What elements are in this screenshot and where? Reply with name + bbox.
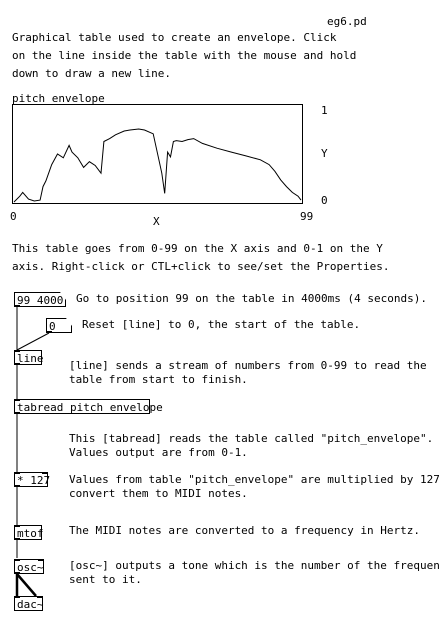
table-name-label: pitch_envelope (12, 92, 105, 105)
x-axis-left-label: 0 (10, 210, 17, 223)
window-filename: eg6.pd (327, 15, 367, 28)
comment-tabread-1: This [tabread] reads the table called "p… (69, 432, 434, 445)
inlet-right[interactable] (37, 596, 43, 598)
y-axis-top-label: 1 (321, 104, 328, 117)
y-axis-label: Y (321, 147, 328, 160)
obj-dac[interactable]: dac~ (14, 596, 44, 611)
table-note-line-2: axis. Right-click or CTL+click to see/se… (12, 260, 390, 273)
outlet[interactable] (14, 572, 20, 574)
outlet[interactable] (14, 538, 20, 540)
comment-mul-1: Values from table "pitch_envelope" are m… (69, 473, 439, 486)
comment-mtof: The MIDI notes are converted to a freque… (69, 524, 420, 537)
envelope-series-line[interactable] (13, 128, 302, 203)
obj-osc-label: osc~ (17, 561, 44, 574)
intro-line-3: down to draw a new line. (12, 67, 171, 80)
inlet-right[interactable] (38, 559, 44, 561)
obj-mtof[interactable]: mtof (14, 525, 44, 540)
obj-osc[interactable]: osc~ (14, 559, 44, 574)
envelope-plot[interactable] (13, 105, 302, 203)
outlet[interactable] (14, 485, 20, 487)
intro-line-2: on the line inside the table with the mo… (12, 49, 357, 62)
inlet[interactable] (14, 399, 20, 401)
comment-line-1: [line] sends a stream of numbers from 0-… (69, 359, 427, 372)
inlet[interactable] (14, 596, 20, 598)
x-axis-label: X (153, 215, 160, 228)
obj-mtof-label: mtof (17, 527, 44, 540)
inlet[interactable] (14, 559, 20, 561)
outlet[interactable] (14, 412, 20, 414)
comment-osc-2: sent to it. (69, 573, 142, 586)
comment-msg-99: Go to position 99 on the table in 4000ms… (76, 292, 427, 305)
comment-msg-0: Reset [line] to 0, the start of the tabl… (82, 318, 361, 331)
obj-tabread[interactable]: tabread pitch_envelope (14, 399, 163, 414)
comment-mul-2: convert them to MIDI notes. (69, 487, 248, 500)
x-axis-right-label: 99 (300, 210, 314, 223)
outlet[interactable] (14, 305, 20, 307)
obj-tabread-label: tabread pitch_envelope (17, 401, 163, 414)
obj-multiply-label: * 127 (17, 474, 51, 487)
cord-osc-dac-right (16, 573, 37, 597)
msg-0-label: 0 (49, 320, 56, 333)
inlet[interactable] (14, 525, 20, 527)
obj-multiply-127[interactable]: * 127 (14, 472, 51, 487)
comment-tabread-2: Values output are from 0-1. (69, 446, 248, 459)
y-axis-bottom-label: 0 (321, 194, 328, 207)
inlet[interactable] (14, 472, 20, 474)
msg-0[interactable]: 0 (46, 318, 72, 333)
obj-line[interactable]: line (14, 350, 44, 365)
intro-line-1: Graphical table used to create an envelo… (12, 31, 337, 44)
inlet-right[interactable] (42, 472, 48, 474)
obj-line-label: line (17, 352, 44, 365)
comment-osc-1: [osc~] outputs a tone which is the numbe… (69, 559, 439, 572)
comment-line-2: table from start to finish. (69, 373, 248, 386)
cord-msg0-line (16, 332, 50, 351)
msg-99-4000-label: 99 4000 (17, 294, 64, 307)
inlet[interactable] (14, 350, 20, 352)
msg-99-4000[interactable]: 99 4000 (14, 292, 66, 307)
table-note-line-1: This table goes from 0-99 on the X axis … (12, 242, 383, 255)
obj-dac-label: dac~ (17, 598, 44, 611)
pitch-envelope-table[interactable] (12, 104, 303, 204)
outlet[interactable] (46, 331, 52, 333)
outlet[interactable] (14, 363, 20, 365)
